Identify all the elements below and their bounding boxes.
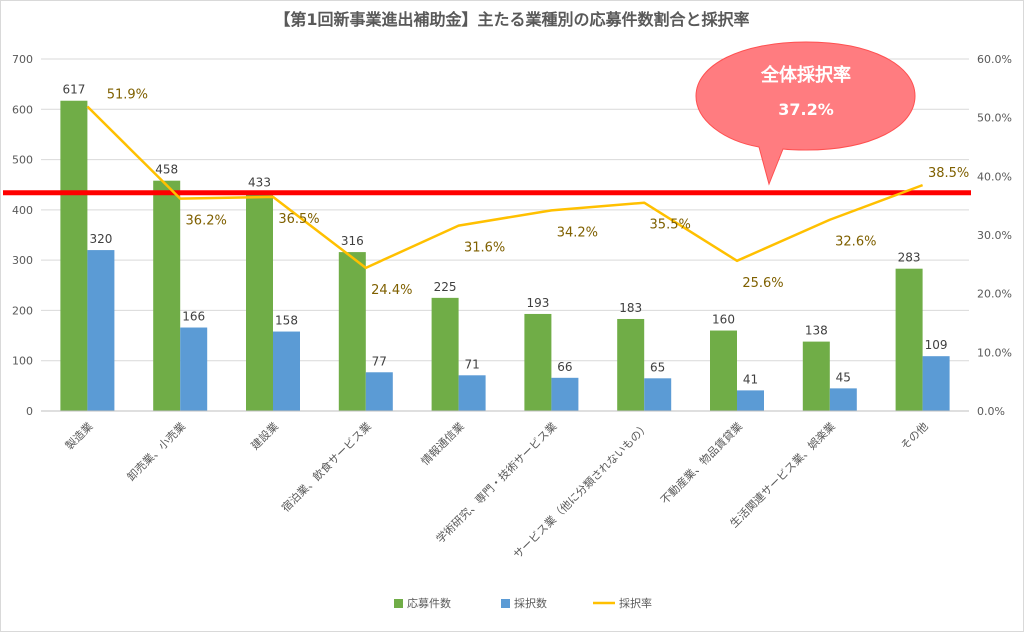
bar-value-label: 617 xyxy=(62,83,85,97)
bar-value-label: 225 xyxy=(434,280,457,294)
category-label: その他 xyxy=(898,420,931,453)
overall-rate-callout: 全体採択率 37.2% xyxy=(695,41,916,186)
bar-value-label: 316 xyxy=(341,234,364,248)
bar-value-label: 41 xyxy=(743,372,758,386)
bar-value-label: 65 xyxy=(650,360,665,374)
legend-label: 採択率 xyxy=(619,596,652,610)
bar xyxy=(710,330,737,411)
bar xyxy=(524,313,552,411)
chart-title: 【第1回新事業進出補助金】主たる業種別の応募件数割合と採択率 xyxy=(274,10,749,29)
left-tick-label: 0 xyxy=(26,405,33,418)
right-tick-label: 0.0% xyxy=(977,405,1005,418)
bar xyxy=(737,390,764,411)
rate-value-label: 35.5% xyxy=(650,218,691,233)
bar xyxy=(617,318,645,411)
rate-value-label: 25.6% xyxy=(742,276,783,291)
bar xyxy=(60,100,88,411)
bar xyxy=(922,356,950,411)
left-tick-label: 300 xyxy=(12,254,33,267)
bar-value-label: 283 xyxy=(898,251,921,265)
bar xyxy=(338,252,366,411)
rate-line xyxy=(86,105,924,270)
legend-swatch xyxy=(394,599,403,608)
bar xyxy=(551,377,579,411)
bar xyxy=(246,193,273,411)
bar-value-label: 77 xyxy=(372,354,387,368)
left-tick-label: 500 xyxy=(12,154,33,167)
category-label: 不動産業、物品賃貸業 xyxy=(657,419,745,507)
bar-value-label: 45 xyxy=(836,370,851,384)
right-tick-label: 20.0% xyxy=(977,288,1012,301)
rate-value-label: 38.5% xyxy=(928,166,969,181)
bar-series xyxy=(60,100,950,411)
left-tick-label: 200 xyxy=(12,304,33,317)
right-tick-label: 60.0% xyxy=(977,53,1012,66)
bar-value-label: 109 xyxy=(925,338,948,352)
legend: 応募件数 採択数 採択率 xyxy=(394,596,652,610)
left-tick-label: 400 xyxy=(12,204,33,217)
right-tick-label: 10.0% xyxy=(977,346,1012,359)
category-label: 情報通信業 xyxy=(419,420,467,468)
bar xyxy=(431,297,459,411)
callout-bubble xyxy=(695,41,916,186)
legend-swatch xyxy=(501,599,510,608)
rate-line-series xyxy=(86,105,924,270)
legend-label: 採択数 xyxy=(514,596,547,610)
bar-value-label: 66 xyxy=(557,360,572,374)
category-label: 宿泊業、飲食サービス業 xyxy=(278,419,373,514)
left-tick-label: 700 xyxy=(12,53,33,66)
category-label: 建設業 xyxy=(248,419,281,452)
left-tick-label: 600 xyxy=(12,103,33,116)
callout-title: 全体採択率 xyxy=(760,64,851,86)
data-labels: 617 458 433 316 225 193 183 160 138 283 320 166 158 7… xyxy=(62,83,969,387)
right-tick-label: 50.0% xyxy=(977,112,1012,125)
category-label: 卸売業、小売業 xyxy=(124,419,188,483)
bar xyxy=(153,180,181,411)
rate-value-label: 32.6% xyxy=(835,235,876,250)
bar-value-label: 433 xyxy=(248,175,271,189)
rate-value-label: 31.6% xyxy=(464,241,505,256)
bar xyxy=(895,268,923,411)
bar-value-label: 158 xyxy=(275,314,298,328)
legend-label: 応募件数 xyxy=(407,596,451,610)
category-label: 製造業 xyxy=(62,419,95,452)
rate-value-label: 51.9% xyxy=(107,88,148,103)
bar xyxy=(829,388,857,411)
bar-value-label: 320 xyxy=(89,232,112,246)
bar xyxy=(87,250,115,411)
rate-value-label: 36.5% xyxy=(278,212,319,227)
rate-value-label: 36.2% xyxy=(186,214,227,229)
bar-value-label: 138 xyxy=(805,324,828,338)
rate-value-label: 24.4% xyxy=(371,283,412,298)
gridlines xyxy=(41,58,969,362)
bar xyxy=(273,331,300,411)
bar xyxy=(458,375,486,411)
bar xyxy=(644,378,672,411)
bar xyxy=(365,372,393,411)
right-tick-label: 30.0% xyxy=(977,229,1012,242)
bar-value-label: 160 xyxy=(712,313,735,327)
rate-value-label: 34.2% xyxy=(557,225,598,240)
left-tick-label: 100 xyxy=(12,355,33,368)
bar xyxy=(802,341,830,411)
bar-value-label: 458 xyxy=(155,163,178,177)
bar-value-label: 193 xyxy=(526,296,549,310)
bar-value-label: 183 xyxy=(619,301,642,315)
callout-value: 37.2% xyxy=(778,100,834,119)
bar xyxy=(180,327,208,411)
category-label: 生活関連サービス業、娯楽業 xyxy=(727,419,838,530)
bar-value-label: 166 xyxy=(182,310,205,324)
bar-value-label: 71 xyxy=(464,357,479,371)
right-tick-label: 40.0% xyxy=(977,170,1012,183)
